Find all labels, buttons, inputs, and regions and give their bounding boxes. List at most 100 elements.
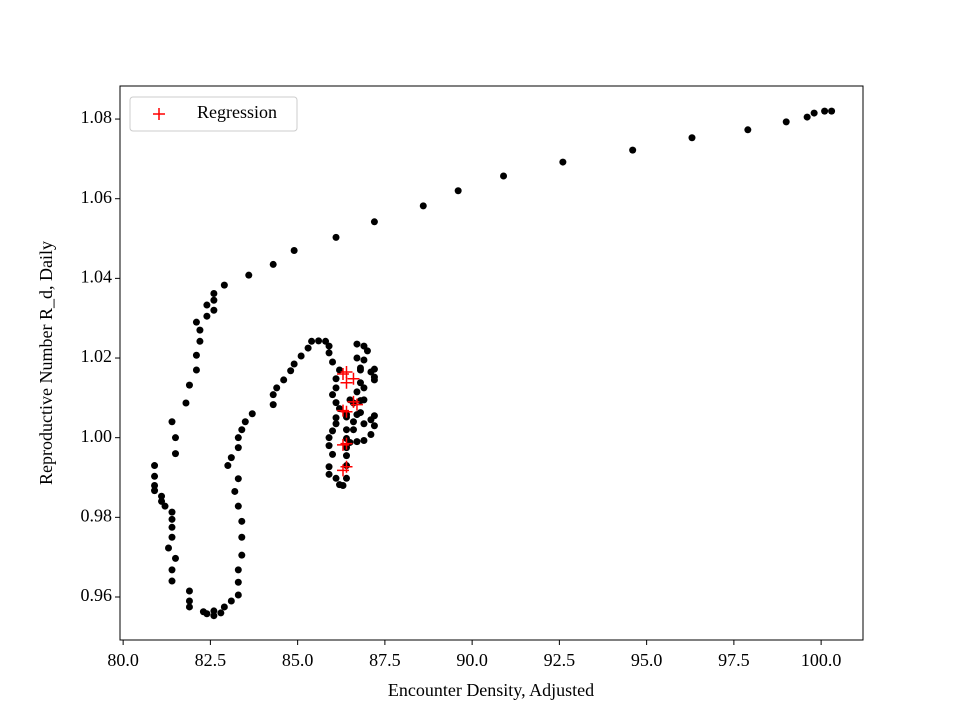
point — [234, 444, 242, 452]
x-axis-label: Encounter Density, Adjusted — [388, 680, 594, 700]
point — [290, 246, 298, 254]
x-tick-label: 82.5 — [195, 650, 227, 670]
point — [304, 344, 312, 352]
point — [325, 342, 333, 350]
point — [161, 502, 169, 510]
point — [290, 360, 298, 368]
x-tick-label: 87.5 — [369, 650, 401, 670]
point — [227, 454, 235, 462]
point — [360, 356, 368, 364]
point — [182, 399, 190, 407]
point — [325, 434, 333, 442]
point — [419, 202, 427, 210]
point — [234, 591, 242, 599]
point — [353, 388, 361, 396]
point — [353, 354, 361, 362]
y-tick-label: 0.98 — [81, 505, 113, 525]
point — [342, 426, 350, 434]
point — [332, 420, 340, 428]
point — [234, 578, 242, 586]
point — [231, 487, 239, 495]
plus-marker — [340, 376, 353, 389]
point — [287, 367, 295, 375]
point — [151, 487, 159, 495]
y-tick-label: 1.00 — [81, 426, 113, 446]
point — [280, 376, 288, 384]
point — [245, 271, 253, 279]
point — [248, 410, 256, 418]
point — [234, 502, 242, 510]
point — [224, 462, 232, 470]
point — [168, 533, 176, 541]
point — [171, 554, 179, 562]
plus-marker — [340, 437, 353, 450]
point — [203, 312, 211, 320]
point — [168, 566, 176, 574]
x-tick-label: 97.5 — [718, 650, 750, 670]
point — [353, 411, 361, 419]
point — [192, 351, 200, 359]
point — [329, 427, 337, 435]
plot-frame — [119, 85, 864, 641]
point — [168, 577, 176, 585]
point — [234, 434, 242, 442]
point — [234, 566, 242, 574]
point — [332, 474, 340, 482]
point — [220, 281, 228, 289]
point — [332, 414, 340, 422]
point — [329, 358, 337, 366]
x-tick-label: 90.0 — [456, 650, 488, 670]
point — [325, 470, 333, 478]
point — [828, 107, 836, 115]
point — [370, 422, 378, 430]
point — [297, 352, 305, 360]
point — [356, 364, 364, 372]
plus-marker — [337, 464, 350, 477]
point — [269, 401, 277, 409]
point — [238, 551, 246, 559]
point — [241, 418, 249, 426]
y-tick-label: 1.02 — [81, 346, 113, 366]
point — [185, 603, 193, 611]
point — [210, 290, 218, 298]
point — [325, 349, 333, 357]
point — [349, 426, 357, 434]
point — [210, 296, 218, 304]
y-tick-label: 0.96 — [81, 585, 113, 605]
point — [332, 384, 340, 392]
point — [196, 337, 204, 345]
point — [370, 365, 378, 373]
point — [559, 158, 567, 166]
point — [325, 442, 333, 450]
point — [168, 523, 176, 531]
point — [210, 607, 218, 615]
point — [151, 472, 159, 480]
point — [151, 481, 159, 489]
point — [308, 337, 316, 345]
point — [315, 337, 323, 345]
point — [332, 375, 340, 383]
x-tick-label: 95.0 — [631, 650, 663, 670]
point — [269, 260, 277, 268]
point — [360, 384, 368, 392]
plus-marker — [347, 372, 360, 385]
point — [203, 301, 211, 309]
plus-marker — [340, 365, 353, 378]
point — [360, 420, 368, 428]
plus-marker — [350, 398, 363, 411]
point — [185, 597, 193, 605]
legend-marker — [153, 108, 165, 120]
point — [192, 366, 200, 374]
point — [688, 134, 696, 142]
point — [810, 109, 818, 117]
point — [353, 340, 361, 348]
point — [367, 430, 375, 438]
point — [185, 381, 193, 389]
plus-marker — [340, 405, 353, 418]
x-tick-label: 80.0 — [107, 650, 139, 670]
y-axis-label: Reproductive Number R_d, Daily — [36, 241, 56, 485]
point — [500, 172, 508, 180]
point — [210, 306, 218, 314]
point — [821, 107, 829, 115]
